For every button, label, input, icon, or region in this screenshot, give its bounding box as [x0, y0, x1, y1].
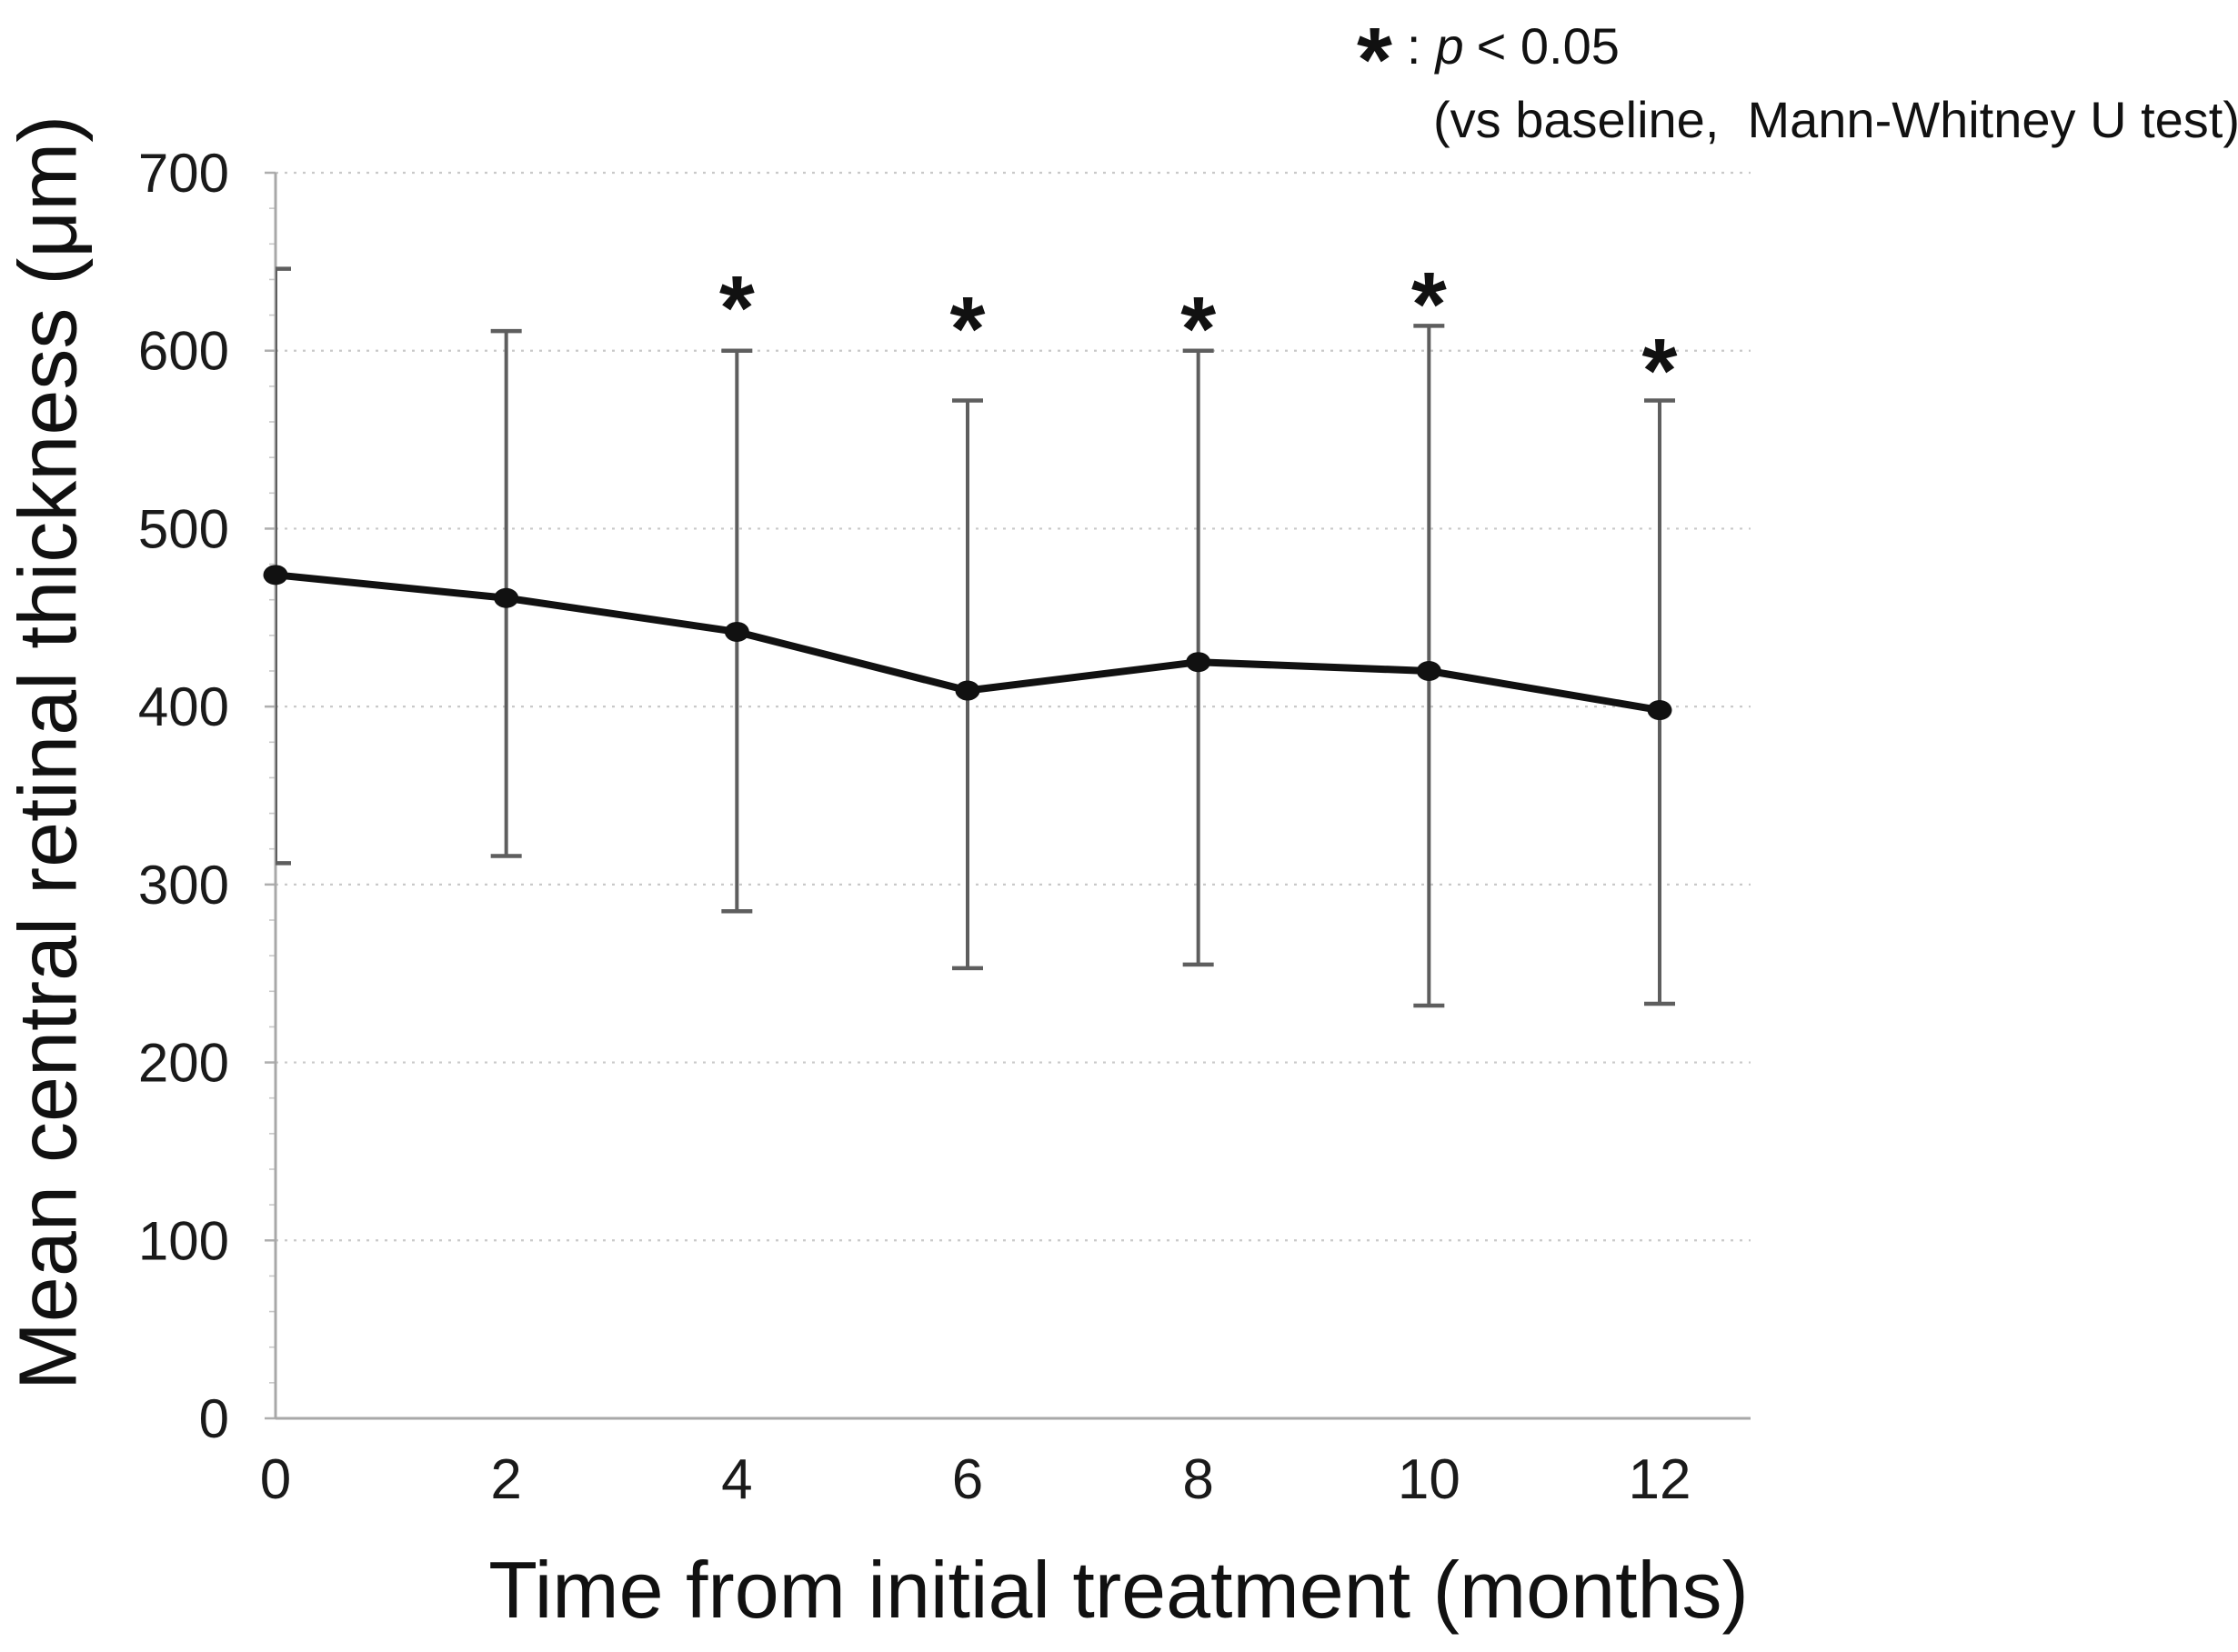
data-point-month-8: [1186, 652, 1211, 673]
data-point-month-12: [1647, 700, 1672, 721]
y-tick-label-600: 600: [138, 321, 229, 382]
note-colon: :: [1406, 17, 1421, 75]
y-tick-label-400: 400: [138, 676, 229, 737]
significance-note: * : p < 0.05 (vs baseline, Mann-Whitney …: [1357, 9, 2238, 149]
x-tick-label-6: 6: [952, 1448, 983, 1511]
note-p-value: < 0.05: [1476, 17, 1620, 75]
y-tick-label-200: 200: [138, 1033, 229, 1094]
x-axis-title: Time from initial treatment (months): [488, 1545, 1749, 1635]
x-tick-label-8: 8: [1182, 1448, 1213, 1511]
y-tick-label-500: 500: [138, 498, 229, 559]
y-tick-label-0: 0: [199, 1388, 229, 1449]
x-tick-label-0: 0: [260, 1448, 291, 1511]
data-point-month-10: [1416, 661, 1441, 681]
x-tick-label-10: 10: [1398, 1448, 1460, 1511]
significance-asterisk-month-12: *: [1642, 320, 1678, 422]
significance-note-line2: (vs baseline, Mann-Whitney U test): [1433, 91, 2238, 148]
significance-asterisk-month-10: *: [1411, 254, 1447, 355]
significance-asterisk-month-6: *: [950, 278, 986, 380]
significance-asterisk-month-8: *: [1180, 278, 1216, 380]
x-tick-label-12: 12: [1629, 1448, 1691, 1511]
x-tick-label-4: 4: [721, 1448, 752, 1511]
significance-note-line1: * : p < 0.05: [1357, 9, 1620, 111]
data-point-month-6: [955, 680, 980, 701]
y-tick-label-700: 700: [138, 143, 229, 204]
significance-asterisk-month-4: *: [719, 257, 755, 359]
y-tick-label-100: 100: [138, 1210, 229, 1271]
x-tick-label-2: 2: [490, 1448, 521, 1511]
note-p-label: p: [1435, 17, 1464, 75]
data-point-month-4: [724, 621, 749, 642]
data-point-month-2: [494, 587, 519, 608]
y-tick-label-300: 300: [138, 855, 229, 916]
data-point-month-0: [263, 565, 288, 586]
